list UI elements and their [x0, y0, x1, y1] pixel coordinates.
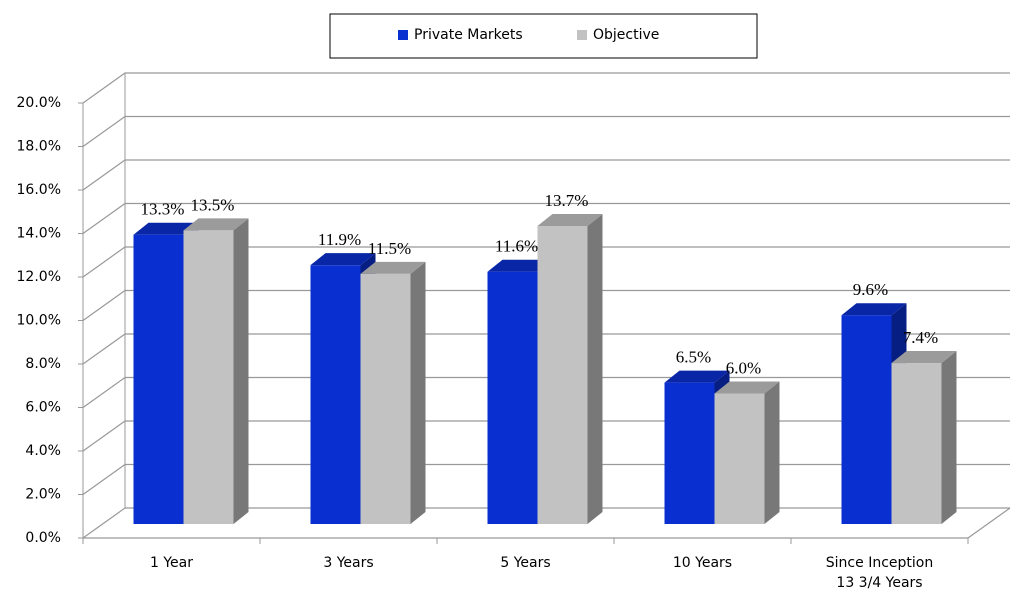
grid-line: [82, 202, 1010, 234]
bar-top: [183, 218, 249, 231]
bar-side: [587, 214, 603, 524]
x-tick-label: 1 Year: [150, 555, 193, 571]
bar-front: [487, 271, 538, 524]
y-tick-label: 0.0%: [25, 530, 61, 546]
legend-swatch: [577, 30, 587, 40]
y-tick-label: 18.0%: [17, 139, 61, 155]
value-label: 11.6%: [495, 237, 538, 256]
bar-top: [664, 370, 730, 383]
bar-front: [891, 363, 942, 524]
x-tick-label: Since Inception 13 3/4 Years: [825, 555, 934, 591]
y-tick-label: 8.0%: [25, 356, 61, 372]
y-tick-label: 6.0%: [25, 400, 61, 416]
grid-line: [82, 246, 1010, 278]
grid-line: [82, 159, 1010, 191]
bar-top: [487, 259, 553, 272]
grid-line: [82, 289, 1010, 321]
value-label: 13.3%: [141, 200, 185, 219]
legend-label: Objective: [593, 27, 659, 43]
legend-box: [329, 13, 758, 59]
value-label: 11.5%: [368, 239, 411, 258]
value-label: 6.0%: [726, 358, 761, 377]
bar-front: [664, 382, 715, 524]
value-label: 11.9%: [318, 230, 361, 249]
bar-top: [360, 261, 426, 274]
bar-side: [941, 351, 957, 524]
bar-side: [233, 218, 249, 524]
bar-front: [183, 230, 234, 524]
bar-front: [310, 265, 361, 524]
bar-front: [841, 315, 892, 524]
bar-front: [537, 226, 588, 524]
bar-front: [360, 273, 411, 524]
bar-top: [133, 222, 199, 235]
legend-swatch: [398, 30, 408, 40]
x-tick-label: 5 Years: [500, 555, 551, 571]
value-label: 13.7%: [545, 191, 589, 210]
bar-side: [764, 381, 780, 524]
y-tick-label: 10.0%: [17, 313, 61, 329]
y-tick-label: 14.0%: [17, 226, 61, 242]
legend-label: Private Markets: [414, 27, 523, 43]
value-label: 6.5%: [676, 348, 711, 367]
bar: [360, 261, 426, 524]
x-tick-label: 10 Years: [672, 555, 733, 571]
value-label: 9.6%: [853, 280, 888, 299]
y-tick-label: 2.0%: [25, 487, 61, 503]
bar-top: [537, 214, 603, 227]
bar-side: [410, 261, 426, 524]
x-tick-label: 3 Years: [323, 555, 374, 571]
bar-front: [133, 234, 184, 524]
y-tick-label: 16.0%: [17, 182, 61, 198]
bar-top: [310, 253, 376, 266]
bar-top: [714, 381, 780, 394]
value-label: 13.5%: [191, 195, 235, 214]
y-tick-label: 12.0%: [17, 269, 61, 285]
bar-top: [841, 303, 907, 316]
y-tick-label: 4.0%: [25, 443, 61, 459]
grid-line: [82, 333, 1010, 365]
bar: [891, 351, 957, 524]
bar-front: [714, 393, 765, 524]
bar: [714, 381, 780, 524]
bar: [183, 218, 249, 524]
y-tick-label: 20.0%: [17, 95, 61, 111]
grid-line: [82, 72, 1010, 104]
bar: [537, 214, 603, 524]
grid-line: [82, 115, 1010, 147]
bar-top: [891, 351, 957, 364]
value-label: 7.4%: [903, 328, 938, 347]
